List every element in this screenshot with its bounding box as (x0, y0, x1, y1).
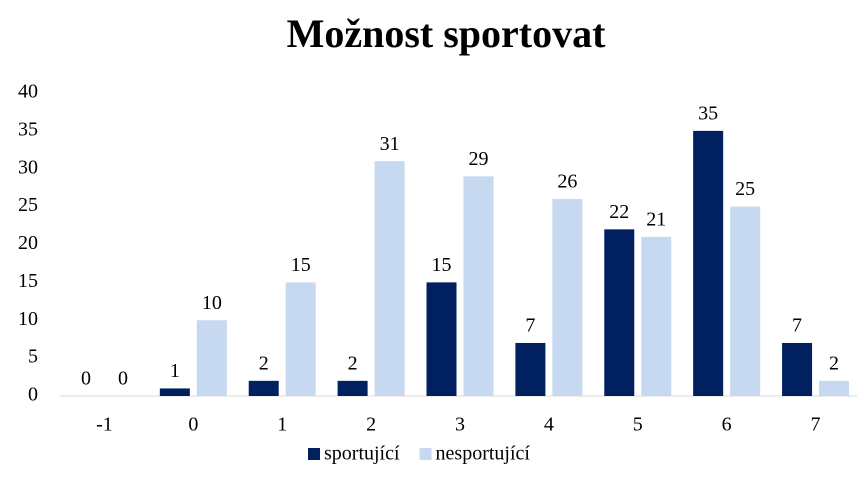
x-tick-label: 2 (366, 414, 376, 436)
y-tick-label: 30 (18, 156, 38, 178)
bar (819, 380, 850, 396)
bar (693, 130, 724, 396)
x-tick-label: 3 (455, 414, 465, 436)
bar (337, 380, 368, 396)
data-label: 25 (735, 178, 755, 200)
bar (248, 380, 279, 396)
data-label: 21 (646, 209, 666, 231)
data-label: 1 (170, 360, 180, 382)
data-label: 2 (829, 352, 839, 374)
x-tick-label: 5 (633, 414, 643, 436)
x-tick-label: 0 (188, 414, 198, 436)
legend-swatch (419, 448, 432, 460)
y-tick-label: 35 (18, 118, 38, 140)
x-tick-label: -1 (96, 414, 113, 436)
data-label: 15 (432, 254, 452, 276)
data-label: 2 (259, 352, 269, 374)
legend-label: sportující (324, 443, 400, 465)
bar (641, 236, 672, 396)
data-label: 22 (609, 201, 629, 223)
data-label: 0 (118, 368, 128, 390)
data-label: 15 (291, 254, 311, 276)
x-tick-label: 6 (722, 414, 732, 436)
legend-label: nesportující (436, 443, 531, 465)
x-tick-label: 1 (277, 414, 287, 436)
data-label: 7 (792, 315, 802, 337)
legend-swatch (308, 448, 320, 460)
y-tick-label: 15 (18, 270, 38, 292)
data-label: 0 (81, 368, 91, 390)
bar (463, 176, 494, 396)
y-tick-label: 0 (28, 384, 38, 406)
y-tick-label: 10 (18, 308, 38, 330)
x-tick-label: 7 (811, 414, 821, 436)
bar (196, 320, 227, 396)
x-tick-label: 4 (544, 414, 554, 436)
y-tick-label: 5 (28, 346, 38, 368)
bar (159, 388, 190, 396)
bar (285, 282, 316, 396)
data-label: 29 (469, 148, 489, 170)
data-label: 31 (380, 133, 400, 155)
bar (782, 342, 813, 396)
data-label: 2 (348, 352, 358, 374)
y-tick-label: 25 (18, 194, 38, 216)
y-tick-label: 20 (18, 232, 38, 254)
data-label: 26 (557, 171, 577, 193)
bar (552, 199, 583, 396)
bar (426, 282, 457, 396)
data-label: 7 (525, 315, 535, 337)
bar (515, 342, 546, 396)
data-label: 35 (698, 102, 718, 124)
data-label: 10 (202, 292, 222, 314)
bar (374, 161, 405, 396)
y-tick-label: 40 (18, 81, 38, 103)
bar (604, 229, 635, 396)
bar (730, 206, 761, 396)
chart-title: Možnost sportovat (287, 11, 607, 56)
